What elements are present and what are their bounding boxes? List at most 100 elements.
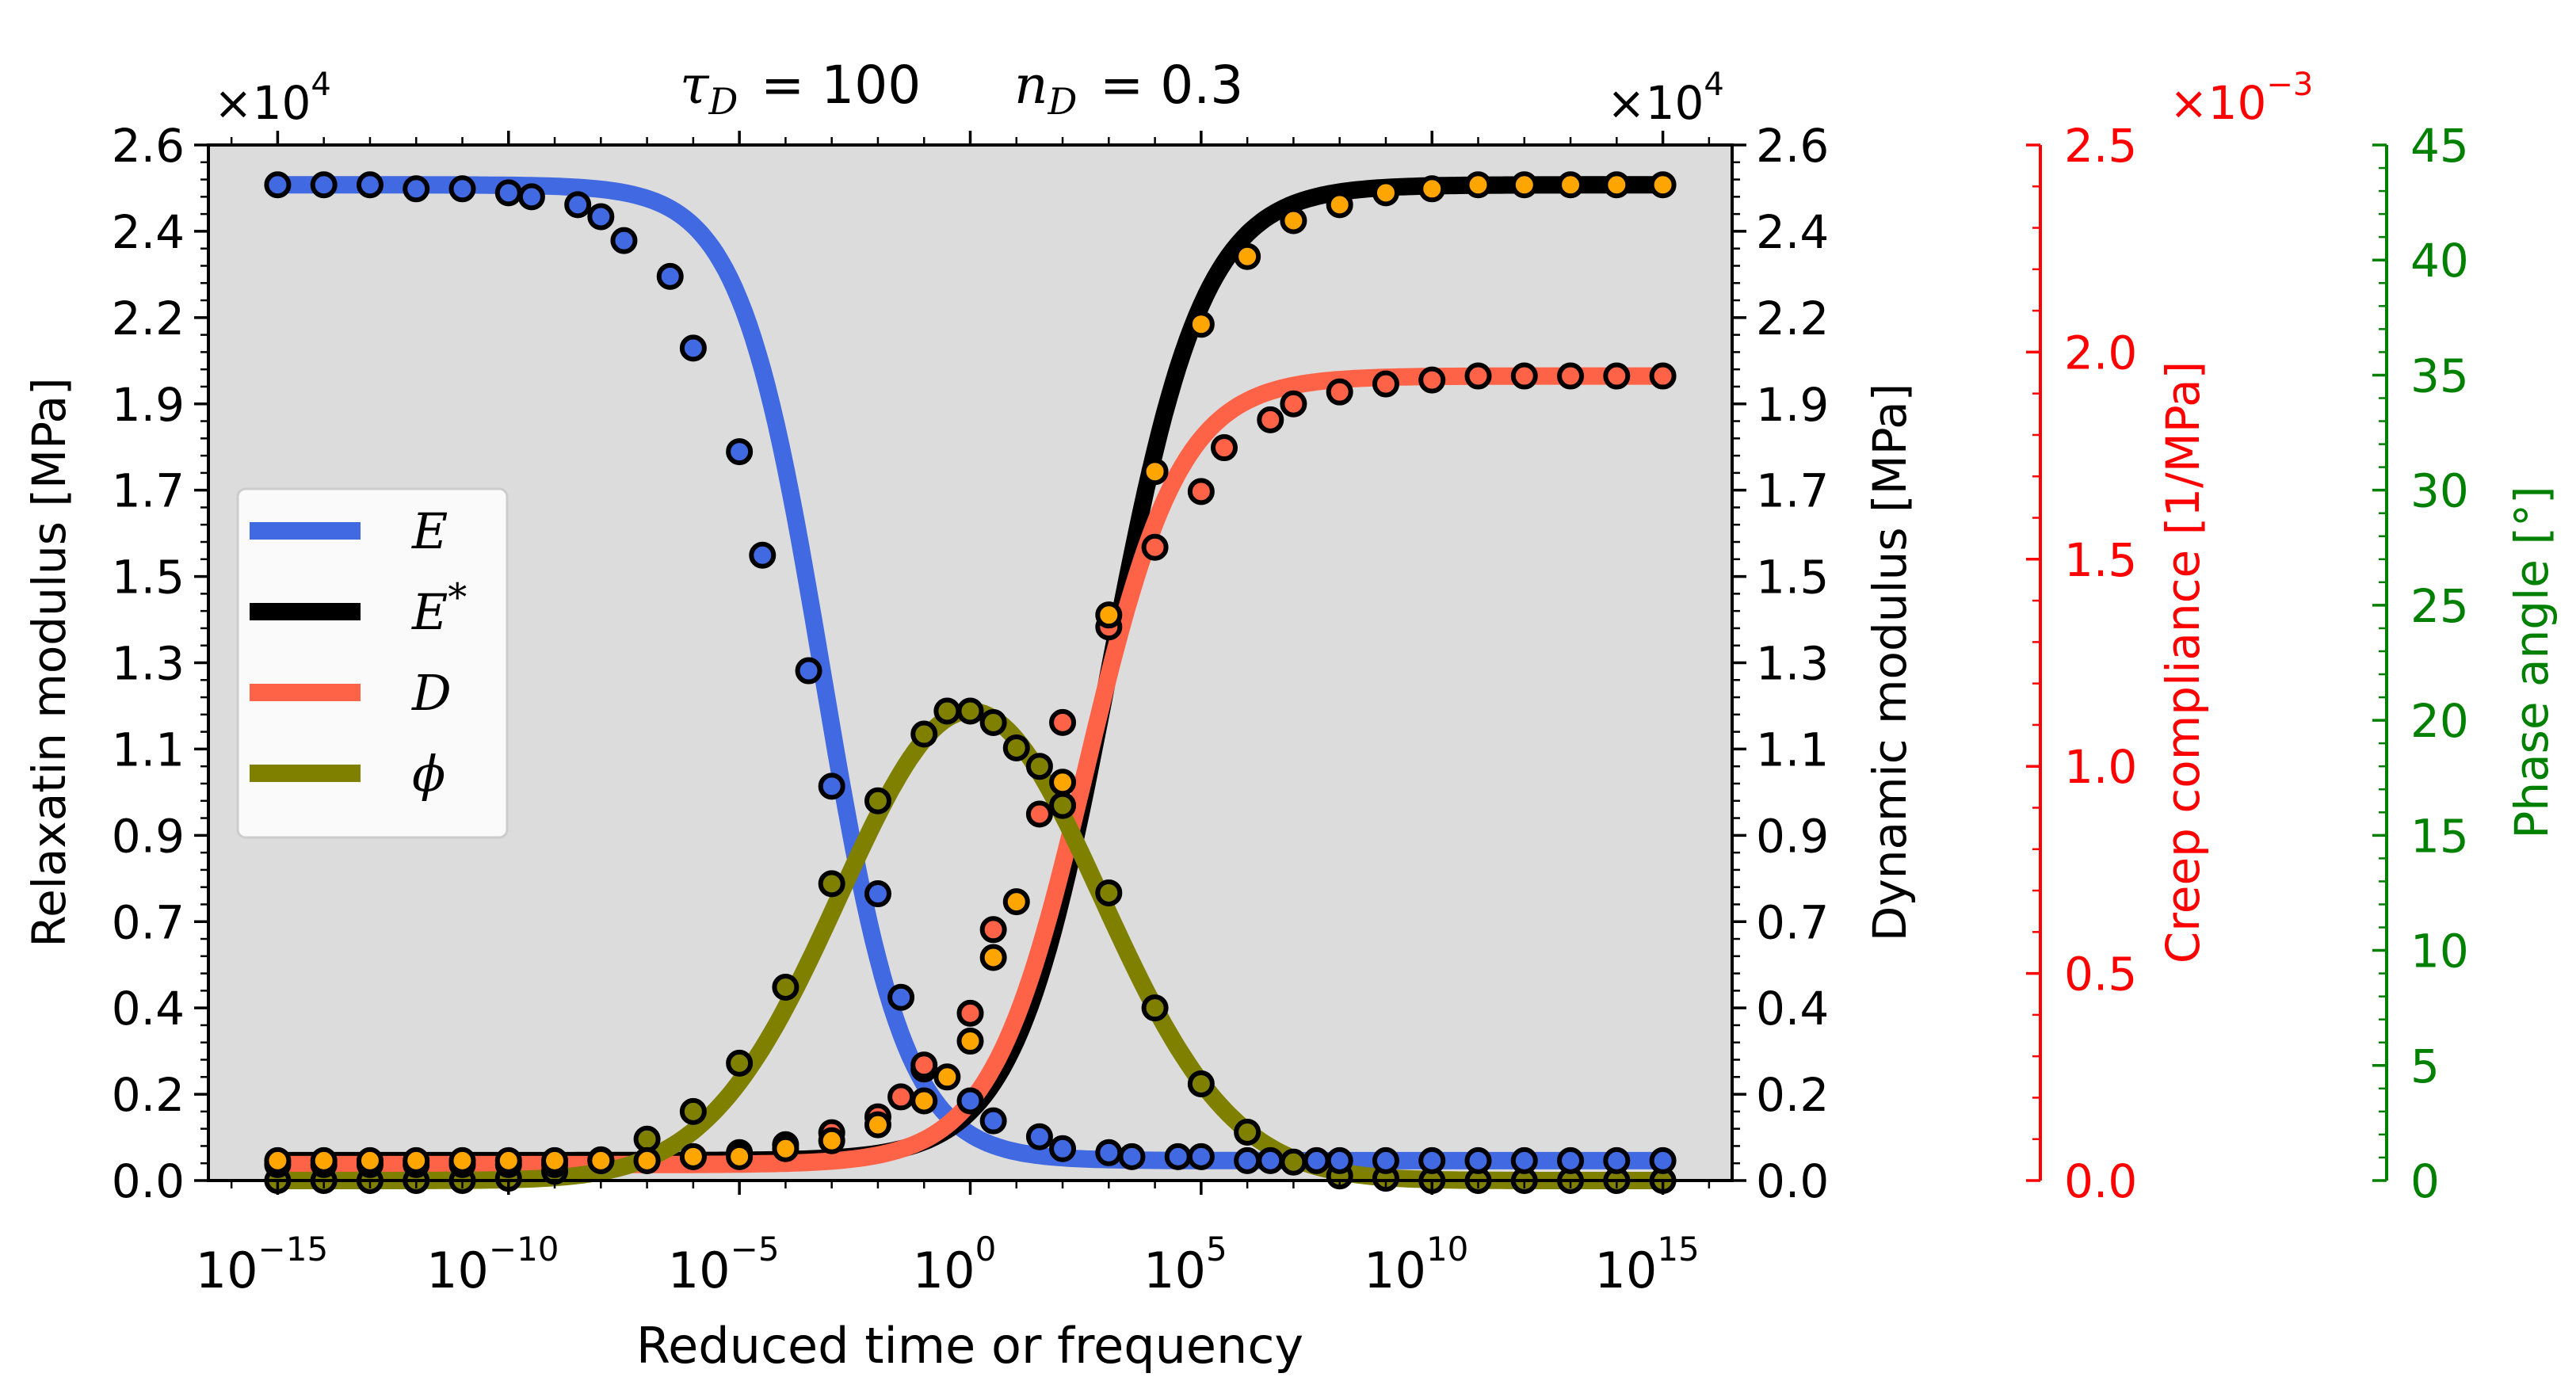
marker-E-star [979, 944, 1007, 971]
left-tick-label: 2.6 [112, 119, 185, 173]
x-tick-label: 10−15 [196, 1230, 329, 1299]
marker-D [1257, 406, 1284, 433]
right-tick-label: 0.0 [1756, 1154, 1829, 1208]
marker-phi [726, 1049, 754, 1077]
x-axis-label: Reduced time or frequency [636, 1317, 1303, 1375]
title-tau-sub: D [708, 80, 738, 123]
marker-E [517, 183, 545, 211]
marker-E [1649, 1146, 1677, 1174]
left-tick-label: 1.1 [112, 723, 185, 776]
marker-E [1049, 1135, 1077, 1162]
phase-tick-label: 5 [2410, 1040, 2440, 1093]
title-n-sub: D [1048, 80, 1078, 123]
marker-E [726, 438, 754, 466]
marker-phi [910, 720, 938, 748]
phase-tick-label: 15 [2410, 809, 2469, 863]
right-tick-label: 0.7 [1756, 895, 1829, 949]
marker-E [795, 657, 822, 685]
marker-phi [979, 709, 1007, 737]
creep-tick-label: 1.5 [2064, 533, 2137, 587]
marker-E [564, 191, 592, 219]
marker-E-star [448, 1146, 476, 1174]
phase-tick-label: 30 [2410, 464, 2469, 518]
left-tick-label: 1.7 [112, 464, 185, 518]
marker-E-star [1510, 171, 1538, 199]
right-tick-label: 2.6 [1756, 119, 1829, 173]
svg-text:nD: nD [1014, 55, 1077, 123]
right-axis-multiplier: ×104 [1607, 67, 1724, 130]
x-tick-label: 10−10 [426, 1230, 559, 1299]
marker-E [587, 203, 615, 231]
marker-E-star [1418, 175, 1446, 203]
creep-tick-label: 0.5 [2064, 948, 2137, 1001]
marker-E [679, 334, 707, 362]
marker-E-star [1464, 171, 1492, 199]
chart-title: τD = 100 nD = 0.3 [680, 55, 1243, 123]
marker-D [910, 1051, 938, 1079]
marker-D [1464, 362, 1492, 390]
marker-E [1187, 1143, 1215, 1170]
left-tick-label: 0.0 [112, 1154, 185, 1208]
marker-E-star [1557, 171, 1585, 199]
marker-D [1049, 708, 1077, 736]
marker-phi [1234, 1119, 1261, 1146]
marker-E-star [1326, 191, 1353, 219]
left-axis-label: Relaxatin modulus [MPa] [22, 377, 76, 947]
left-tick-label: 1.3 [112, 637, 185, 691]
marker-E [403, 175, 430, 203]
marker-E [1464, 1146, 1492, 1174]
phase-tick-label: 10 [2410, 925, 2469, 978]
right-tick-label: 0.2 [1756, 1068, 1829, 1122]
phase-axis-label: Phase angle [°] [2505, 486, 2559, 838]
marker-E [1118, 1143, 1146, 1170]
marker-E [356, 171, 384, 199]
marker-E [1510, 1146, 1538, 1174]
left-tick-label: 2.2 [112, 292, 185, 345]
legend-label: E [411, 502, 448, 560]
marker-D [1187, 478, 1215, 505]
right-tick-label: 1.9 [1756, 378, 1829, 432]
marker-E [864, 880, 891, 908]
phase-tick-label: 25 [2410, 579, 2469, 633]
axes: 10−15 10−10 10−5 100 105 1010 10150.00.20.40.7… [112, 119, 2469, 1299]
marker-D [1649, 362, 1677, 390]
marker-D [1141, 533, 1169, 561]
marker-D [979, 916, 1007, 944]
marker-D [1510, 362, 1538, 390]
left-axis-multiplier: ×104 [214, 67, 331, 130]
marker-E [956, 1087, 984, 1115]
marker-E-star [1649, 171, 1677, 199]
marker-E [887, 983, 915, 1011]
left-tick-label: 0.2 [112, 1068, 185, 1122]
marker-E-star [264, 1146, 292, 1174]
marker-phi [1049, 792, 1077, 819]
marker-E-star [818, 1127, 845, 1154]
x-tick-label: 100 [913, 1230, 997, 1299]
marker-E [1095, 1139, 1123, 1166]
legend-box [236, 487, 509, 839]
left-tick-label: 0.4 [112, 982, 185, 1036]
marker-E [1025, 1123, 1053, 1150]
marker-E [749, 541, 777, 569]
marker-phi [679, 1097, 707, 1125]
title-tau-symbol: τ [680, 55, 710, 116]
marker-E [310, 171, 338, 199]
right-tick-label: 0.4 [1756, 982, 1829, 1036]
marker-D [1280, 390, 1307, 418]
marker-D [1557, 362, 1585, 390]
marker-phi [1141, 994, 1169, 1022]
marker-E [818, 772, 845, 800]
right-tick-label: 0.9 [1756, 809, 1829, 863]
left-tick-label: 1.5 [112, 551, 185, 605]
phase-tick-label: 40 [2410, 234, 2469, 288]
marker-E [1372, 1146, 1399, 1174]
svg-text:τD: τD [680, 55, 738, 123]
legend-label: D [411, 664, 452, 722]
marker-E [656, 262, 684, 290]
marker-E-star [356, 1146, 384, 1174]
right-tick-label: 1.5 [1756, 551, 1829, 605]
creep-tick-label: 0.0 [2064, 1154, 2137, 1208]
marker-phi [1280, 1148, 1307, 1176]
phase-tick-label: 0 [2410, 1154, 2440, 1208]
